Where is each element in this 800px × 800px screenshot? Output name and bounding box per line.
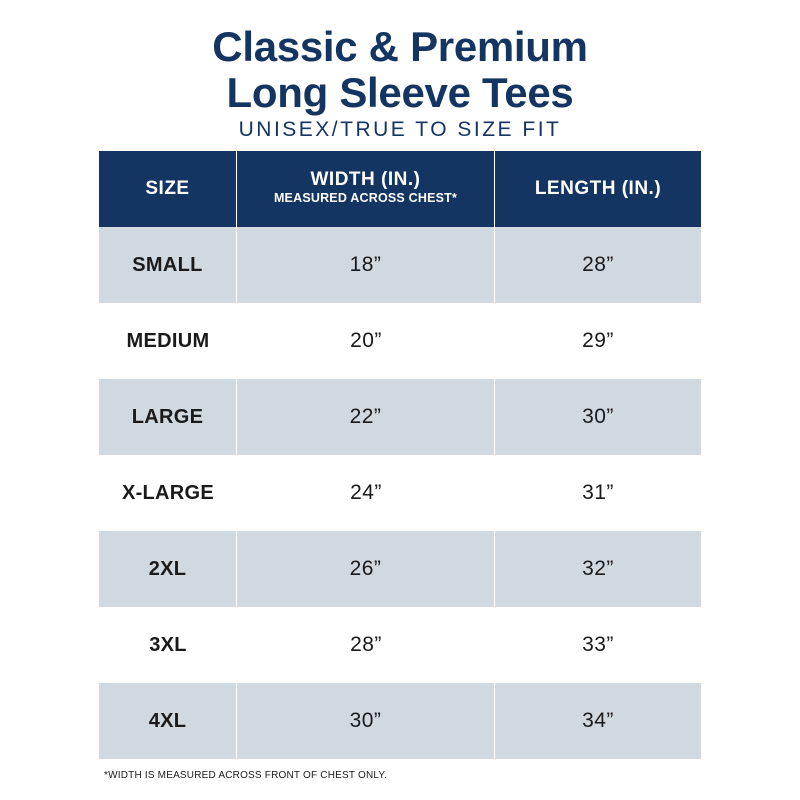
table-header-row: SIZE WIDTH (IN.) MEASURED ACROSS CHEST* …: [99, 151, 701, 227]
header-width-label: WIDTH (IN.): [310, 169, 421, 190]
size-cell: 4XL: [99, 683, 237, 759]
width-cell: 20”: [350, 329, 382, 352]
subtitle: UNISEX/TRUE TO SIZE FIT: [238, 118, 562, 141]
width-cell: 18”: [237, 227, 495, 303]
header-length-label: LENGTH (IN.): [534, 178, 662, 199]
table-row: MEDIUM 20” 29”: [99, 303, 701, 379]
length-cell: 30”: [582, 405, 614, 428]
size-cell: LARGE: [99, 379, 237, 455]
size-cell: 2XL: [99, 531, 237, 607]
length-cell: 32”: [582, 557, 614, 580]
header-size-label: SIZE: [145, 178, 190, 199]
width-cell: 28”: [350, 633, 382, 656]
length-cell: 34”: [582, 709, 614, 732]
length-cell: 28”: [582, 253, 614, 276]
width-cell: 24”: [350, 481, 382, 504]
size-cell: MEDIUM: [126, 329, 210, 352]
table-row: 4XL 30” 34”: [99, 683, 701, 759]
width-cell: 26”: [237, 531, 495, 607]
header-width-note: MEASURED ACROSS CHEST*: [273, 191, 458, 205]
header-width: WIDTH (IN.) MEASURED ACROSS CHEST*: [237, 151, 495, 227]
table-row: SMALL 18” 28”: [99, 227, 701, 303]
title-line-1: Classic & Premium: [212, 23, 588, 70]
size-cell: 3XL: [149, 633, 187, 656]
header-length: LENGTH (IN.): [495, 151, 701, 227]
size-cell: X-LARGE: [121, 481, 215, 504]
table-row: 2XL 26” 32”: [99, 531, 701, 607]
length-cell: 31”: [582, 481, 614, 504]
table-row: 3XL 28” 33”: [99, 607, 701, 683]
table-row: LARGE 22” 30”: [99, 379, 701, 455]
header-size: SIZE: [99, 151, 237, 227]
table-row: X-LARGE 24” 31”: [99, 455, 701, 531]
size-cell: SMALL: [99, 227, 237, 303]
size-chart-table: SIZE WIDTH (IN.) MEASURED ACROSS CHEST* …: [99, 151, 701, 759]
width-cell: 30”: [237, 683, 495, 759]
length-cell: 29”: [582, 329, 614, 352]
title-line-2: Long Sleeve Tees: [226, 69, 574, 116]
length-cell: 33”: [582, 633, 614, 656]
footnote: *WIDTH IS MEASURED ACROSS FRONT OF CHEST…: [104, 770, 387, 781]
width-cell: 22”: [237, 379, 495, 455]
